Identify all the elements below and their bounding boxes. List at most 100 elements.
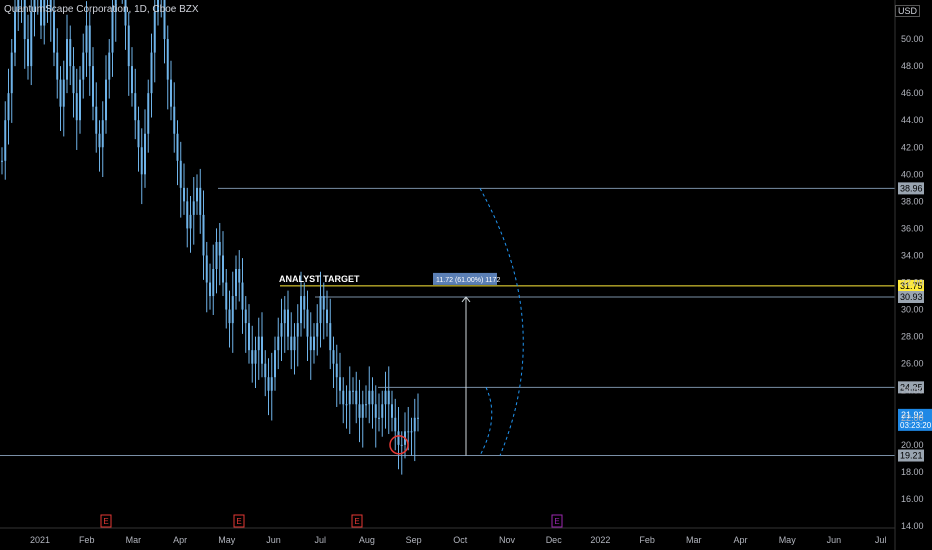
x-tick-label: Feb [79, 535, 95, 545]
candle-body [56, 52, 59, 80]
candle-body [157, 0, 159, 12]
candle-body [205, 255, 208, 283]
candle-body [222, 255, 224, 283]
earnings-marker-label: E [554, 517, 559, 526]
candle-body [163, 0, 166, 40]
candle-body [33, 0, 36, 12]
candle-body [150, 52, 153, 94]
y-tick-label: 36.00 [901, 223, 924, 233]
candle-body [309, 336, 312, 351]
candle-body [300, 296, 302, 324]
candle-body [49, 0, 52, 13]
candle-body [287, 309, 289, 337]
last-price-countdown: 03:23:20 [900, 421, 932, 430]
candle-body [371, 390, 374, 405]
measure-label-box [433, 272, 497, 285]
candle-body [293, 336, 296, 351]
candle-body [215, 241, 218, 269]
earnings-marker-label: E [354, 517, 359, 526]
candle-body [381, 404, 384, 418]
candle-body [166, 39, 169, 80]
x-tick-label: Jun [266, 535, 281, 545]
candle-body [183, 187, 185, 202]
x-tick-label: May [779, 535, 797, 545]
candle-body [75, 93, 78, 121]
candle-body [62, 79, 65, 107]
candle-body [283, 309, 286, 324]
candle-body [231, 296, 234, 324]
candle-body [410, 431, 413, 433]
candle-body [254, 350, 257, 364]
candle-body [413, 417, 416, 432]
candle-body [134, 93, 137, 121]
candle-body [248, 323, 250, 351]
candle-body [4, 120, 7, 161]
candle-body [238, 269, 241, 283]
candle-body [114, 0, 117, 13]
candle-body [322, 296, 325, 310]
y-tick-label: 40.00 [901, 169, 924, 179]
candle-body [209, 282, 211, 297]
price-tag: 38.96 [898, 182, 924, 195]
x-tick-label: Apr [173, 535, 187, 545]
candle-body [23, 0, 26, 40]
candle-body [179, 160, 182, 188]
candle-body [329, 323, 332, 351]
y-tick-label: 44.00 [901, 115, 924, 125]
candle-body [1, 160, 3, 162]
candle-body [53, 12, 55, 53]
candle-body [105, 79, 107, 121]
candle-body [355, 390, 358, 405]
x-tick-label: Mar [126, 535, 142, 545]
y-tick-label: 26.00 [901, 359, 924, 369]
candle-body [196, 187, 198, 202]
candle-body [66, 39, 68, 80]
earnings-marker [100, 514, 112, 528]
x-tick-label: Apr [733, 535, 747, 545]
x-tick-label: Dec [546, 535, 563, 545]
candle-body [352, 390, 354, 392]
earnings-marker [233, 514, 245, 528]
low-circle-marker [389, 435, 409, 455]
fib-arc-inner [479, 387, 493, 456]
y-tick-label: 14.00 [901, 521, 924, 531]
y-tick-label: 50.00 [901, 34, 924, 44]
x-tick-label: 2021 [30, 535, 50, 545]
candle-body [345, 404, 348, 406]
currency-label[interactable]: USD [894, 5, 920, 17]
y-tick-label: 46.00 [901, 88, 924, 98]
earnings-marker-label: E [236, 517, 241, 526]
candle-body [270, 377, 273, 391]
x-tick-label: Aug [359, 535, 375, 545]
price-tag-label: 24.25 [900, 382, 923, 392]
candle-body [244, 309, 247, 324]
earnings-marker [351, 514, 363, 528]
candle-body [173, 106, 176, 134]
candle-body [332, 350, 335, 364]
candle-body [108, 52, 111, 80]
candle-body [85, 25, 88, 53]
candle-body [251, 350, 254, 364]
candle-body [137, 120, 140, 148]
y-tick-label: 42.00 [901, 142, 924, 152]
candle-body [374, 404, 377, 418]
x-tick-label: Jul [875, 535, 887, 545]
x-tick-label: Feb [639, 535, 655, 545]
candle-body [153, 12, 156, 53]
candle-body [378, 417, 380, 419]
candle-body [319, 296, 322, 324]
x-tick-label: Mar [686, 535, 702, 545]
candle-body [140, 147, 143, 175]
candle-body [280, 323, 283, 337]
candle-body [82, 52, 85, 80]
price-tag-label: 30.93 [900, 292, 923, 302]
candle-body [358, 404, 361, 418]
candle-body [277, 336, 280, 351]
price-tag: 24.25 [898, 381, 924, 394]
price-tag-label: 31.75 [900, 281, 923, 291]
candle-body [342, 390, 345, 405]
price-tag: 19.21 [898, 449, 924, 462]
candle-body [241, 282, 244, 310]
candle-body [384, 390, 387, 405]
